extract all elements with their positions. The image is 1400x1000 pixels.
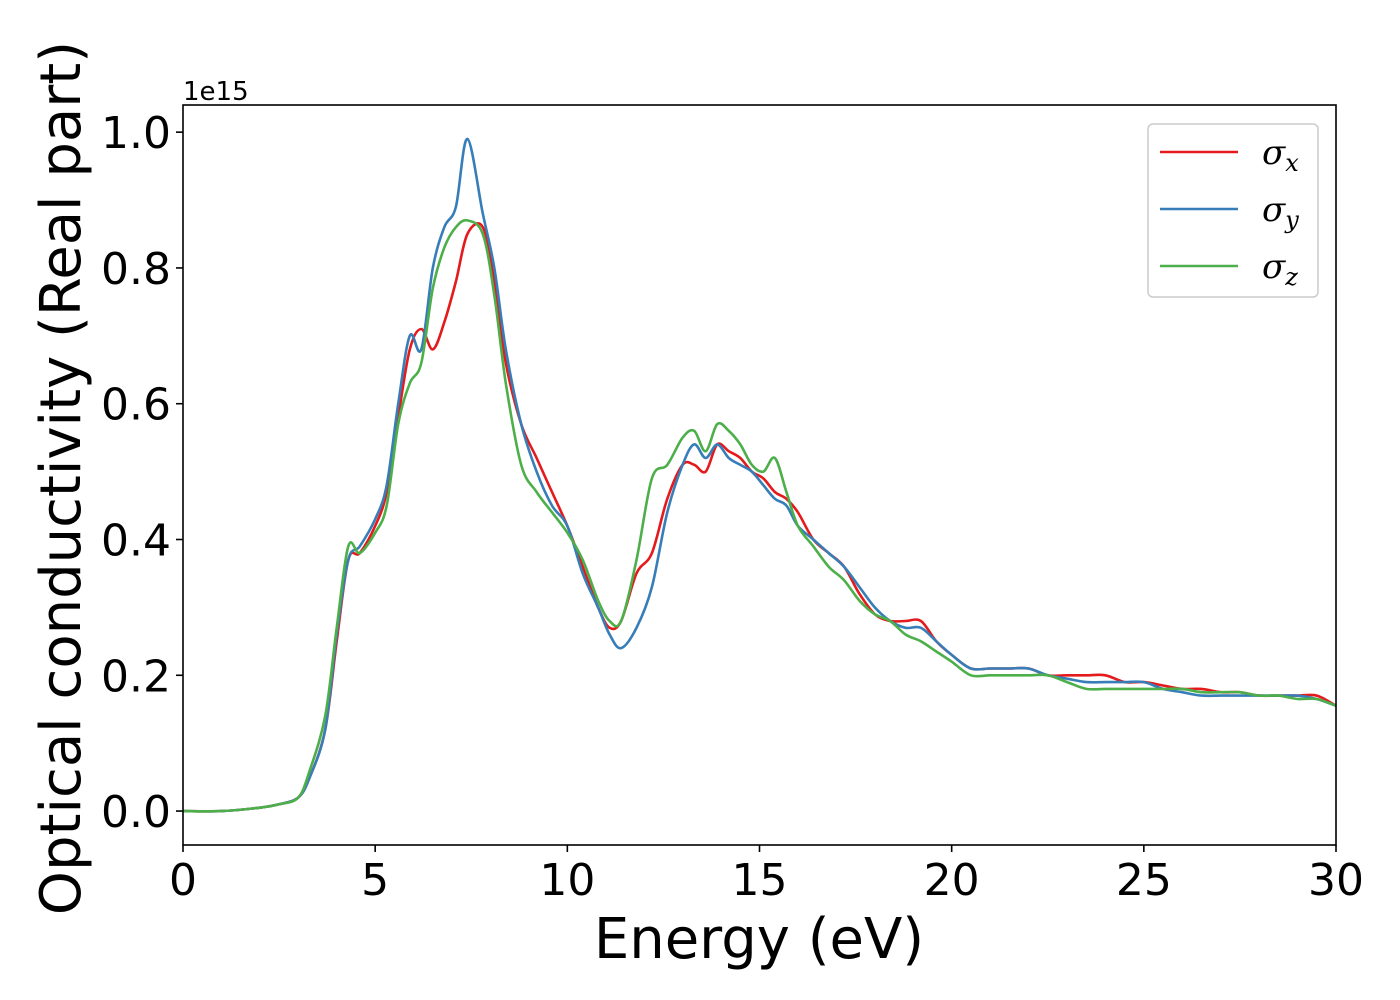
x-tick-label: 25 (1116, 855, 1172, 906)
x-axis: 0 5 10 15 20 25 30 (169, 845, 1364, 906)
x-tick-label: 15 (732, 855, 788, 906)
x-tick-label: 5 (361, 855, 389, 906)
x-tick-label: 20 (924, 855, 980, 906)
y-axis-title: Optical conductivity (Real part) (29, 41, 94, 915)
y-tick-label: 1.0 (101, 108, 171, 159)
legend-label-y: σy (1262, 190, 1299, 234)
series-line-x (182, 222, 1337, 813)
x-axis-title: Energy (eV) (594, 907, 924, 972)
y-tick-label: 0.0 (101, 787, 171, 838)
y-tick-label: 0.4 (101, 515, 171, 566)
legend-frame (1147, 123, 1319, 298)
x-tick-label: 10 (539, 855, 595, 906)
y-axis: 0.0 0.2 0.4 0.6 0.8 1.0 (101, 108, 183, 838)
y-offset-label: 1e15 (183, 77, 249, 107)
legend-label-z: σz (1262, 247, 1298, 291)
series-line-z (182, 218, 1337, 813)
legend: σx σy σz (1147, 123, 1319, 298)
y-tick-label: 0.2 (101, 651, 171, 702)
x-tick-label: 0 (169, 855, 197, 906)
series-layer (182, 137, 1337, 813)
y-tick-label: 0.8 (101, 244, 171, 295)
y-tick-label: 0.6 (101, 380, 171, 431)
legend-label-x: σx (1262, 133, 1299, 177)
series-line-y (182, 137, 1337, 813)
x-tick-label: 30 (1308, 855, 1364, 906)
